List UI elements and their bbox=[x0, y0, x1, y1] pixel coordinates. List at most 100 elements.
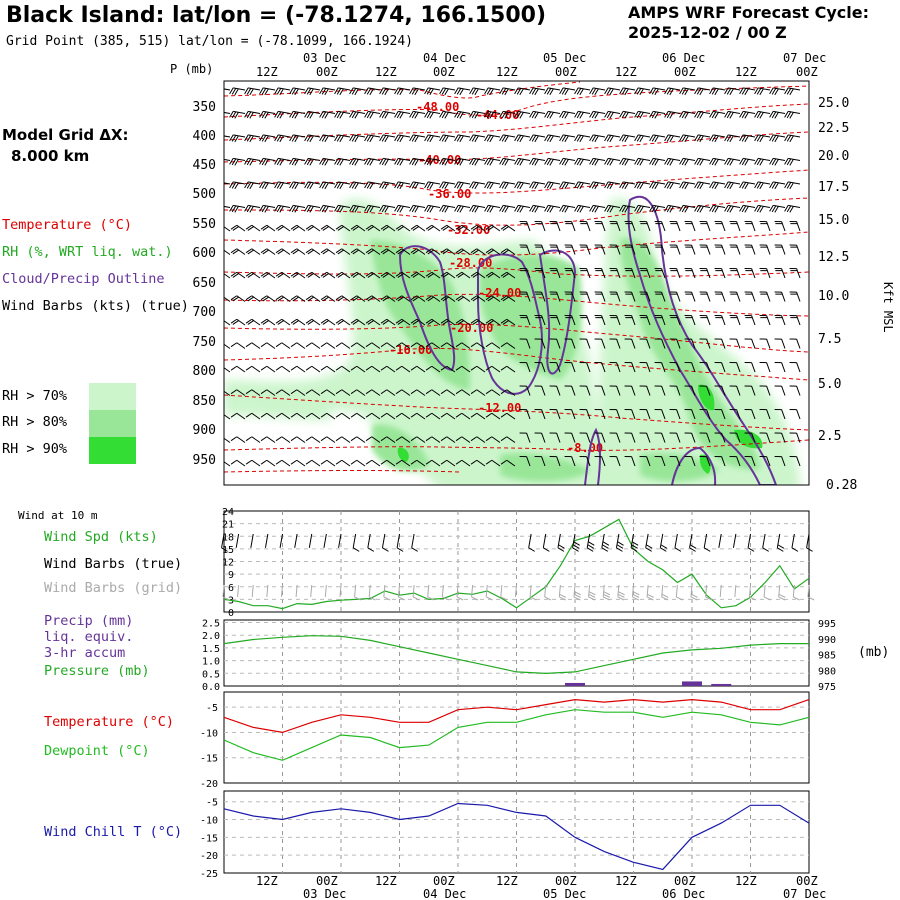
date-label: 07 Dec bbox=[783, 887, 826, 900]
wind-barb bbox=[461, 436, 471, 443]
wind-barb bbox=[623, 204, 636, 208]
wind-barb-feather bbox=[394, 111, 399, 118]
wind-barb-feather bbox=[321, 205, 327, 213]
wind-barb bbox=[428, 157, 441, 161]
wind-barb bbox=[461, 342, 471, 349]
wind-barb-feather bbox=[500, 412, 508, 418]
wind-barb-feather bbox=[322, 320, 329, 325]
wind-barb bbox=[368, 110, 381, 114]
wind-barb-feather bbox=[291, 111, 297, 119]
wind-barb-feather bbox=[549, 135, 554, 143]
wind-barb bbox=[766, 338, 771, 349]
wind-barb-feather bbox=[289, 181, 294, 189]
wind-barb-feather bbox=[591, 111, 597, 119]
contour-labels: -48.00 -44.00 -40.00 -36.00 -32.00 -28.0… bbox=[389, 100, 603, 455]
wind-barb-feather bbox=[576, 111, 582, 119]
wind-barb-feather bbox=[654, 135, 659, 143]
wind-barb-feather bbox=[589, 205, 594, 212]
wind-barb-feather bbox=[501, 135, 507, 142]
wind-barb-feather bbox=[279, 182, 284, 190]
wind-barb bbox=[638, 110, 651, 114]
wind-barb bbox=[762, 533, 766, 548]
wind-barb-feather bbox=[559, 87, 564, 95]
wind-barb-feather bbox=[305, 295, 313, 301]
wind-barb-feather bbox=[335, 459, 343, 465]
wind-barb-feather bbox=[744, 112, 749, 119]
contour-label: -20.00 bbox=[450, 321, 493, 335]
wind-barb bbox=[386, 389, 396, 396]
wind-barb-feather bbox=[337, 320, 344, 325]
wind-barb bbox=[396, 533, 400, 548]
wind-barb-feather bbox=[309, 159, 314, 166]
wind-barb-feather bbox=[440, 365, 448, 371]
wind-barb-feather bbox=[588, 591, 596, 596]
wind-barb bbox=[601, 338, 606, 349]
wind-barb bbox=[401, 342, 411, 349]
wind-barb bbox=[781, 362, 786, 373]
wind-barb bbox=[616, 338, 621, 349]
wind-barb bbox=[766, 409, 771, 420]
wind-barb bbox=[458, 134, 471, 138]
wind-barb bbox=[791, 533, 795, 548]
wind-barb bbox=[248, 204, 261, 208]
wind-barb-feather bbox=[304, 158, 309, 165]
temperature-line bbox=[223, 698, 810, 734]
wind-barb-feather bbox=[621, 135, 627, 142]
wind-barb-feather bbox=[470, 389, 478, 395]
wind-barb bbox=[646, 362, 651, 373]
wind-barb bbox=[698, 204, 711, 208]
wind-barb-feather bbox=[339, 88, 344, 96]
wind-barb-feather bbox=[320, 224, 328, 230]
wind-barb-feather bbox=[574, 205, 579, 212]
wind-barb bbox=[431, 342, 441, 349]
wind-barb-feather bbox=[499, 134, 504, 142]
wind-barb-feather bbox=[744, 135, 749, 143]
wind-barb-feather bbox=[440, 436, 448, 442]
wind-barb-feather bbox=[425, 342, 433, 348]
wind-barb-feather bbox=[350, 412, 358, 418]
wind-barb bbox=[691, 338, 696, 349]
wind-barb-feather bbox=[469, 205, 474, 212]
contour-label: -48.00 bbox=[416, 100, 459, 114]
wind-barb bbox=[367, 533, 371, 548]
wind-barb-feather bbox=[741, 111, 747, 119]
wind-barb-feather bbox=[244, 134, 249, 142]
wind-barb-feather bbox=[395, 459, 403, 465]
wind-barb-feather bbox=[380, 224, 388, 230]
wind-barb-feather bbox=[457, 249, 464, 255]
wind-barb-feather bbox=[231, 88, 237, 95]
wind-barb bbox=[397, 584, 400, 597]
wind-barb-feather bbox=[350, 365, 358, 371]
wind-barb-feather bbox=[500, 436, 508, 442]
wind-barb-feather bbox=[564, 206, 569, 213]
wind-barb-feather bbox=[229, 181, 234, 189]
wind-barb-feather bbox=[395, 271, 403, 277]
wind-barb bbox=[533, 110, 546, 114]
wind-barb-feather bbox=[350, 271, 358, 277]
wind-barb bbox=[248, 157, 261, 161]
wind-barb bbox=[503, 87, 516, 91]
wind-barb bbox=[491, 389, 501, 396]
wind-barb-feather bbox=[684, 135, 689, 143]
wind-barb-feather bbox=[470, 295, 478, 301]
wind-barb bbox=[476, 436, 486, 443]
wind-barb-feather bbox=[455, 318, 463, 324]
wind-barb bbox=[446, 459, 456, 467]
wind-barb bbox=[661, 432, 666, 443]
wind-barb-feather bbox=[500, 389, 508, 395]
wind-barb-feather bbox=[711, 88, 717, 95]
wind-barb-feather bbox=[306, 88, 312, 95]
wind-barb bbox=[691, 268, 696, 279]
wind-barb-feather bbox=[484, 181, 489, 189]
wind-barb bbox=[341, 459, 351, 467]
wind-barb-feather bbox=[411, 547, 418, 552]
wind-barb-feather bbox=[414, 112, 419, 119]
pressure-tick: 800 bbox=[193, 364, 216, 379]
wind-barb-feather bbox=[383, 596, 391, 601]
wind-barb-feather bbox=[247, 249, 254, 255]
wind-barb-feather bbox=[396, 135, 402, 142]
wind-barb-feather bbox=[274, 181, 279, 189]
wind-barb bbox=[443, 110, 456, 114]
wind-barb bbox=[646, 584, 649, 597]
wind-barb-feather bbox=[322, 273, 329, 278]
